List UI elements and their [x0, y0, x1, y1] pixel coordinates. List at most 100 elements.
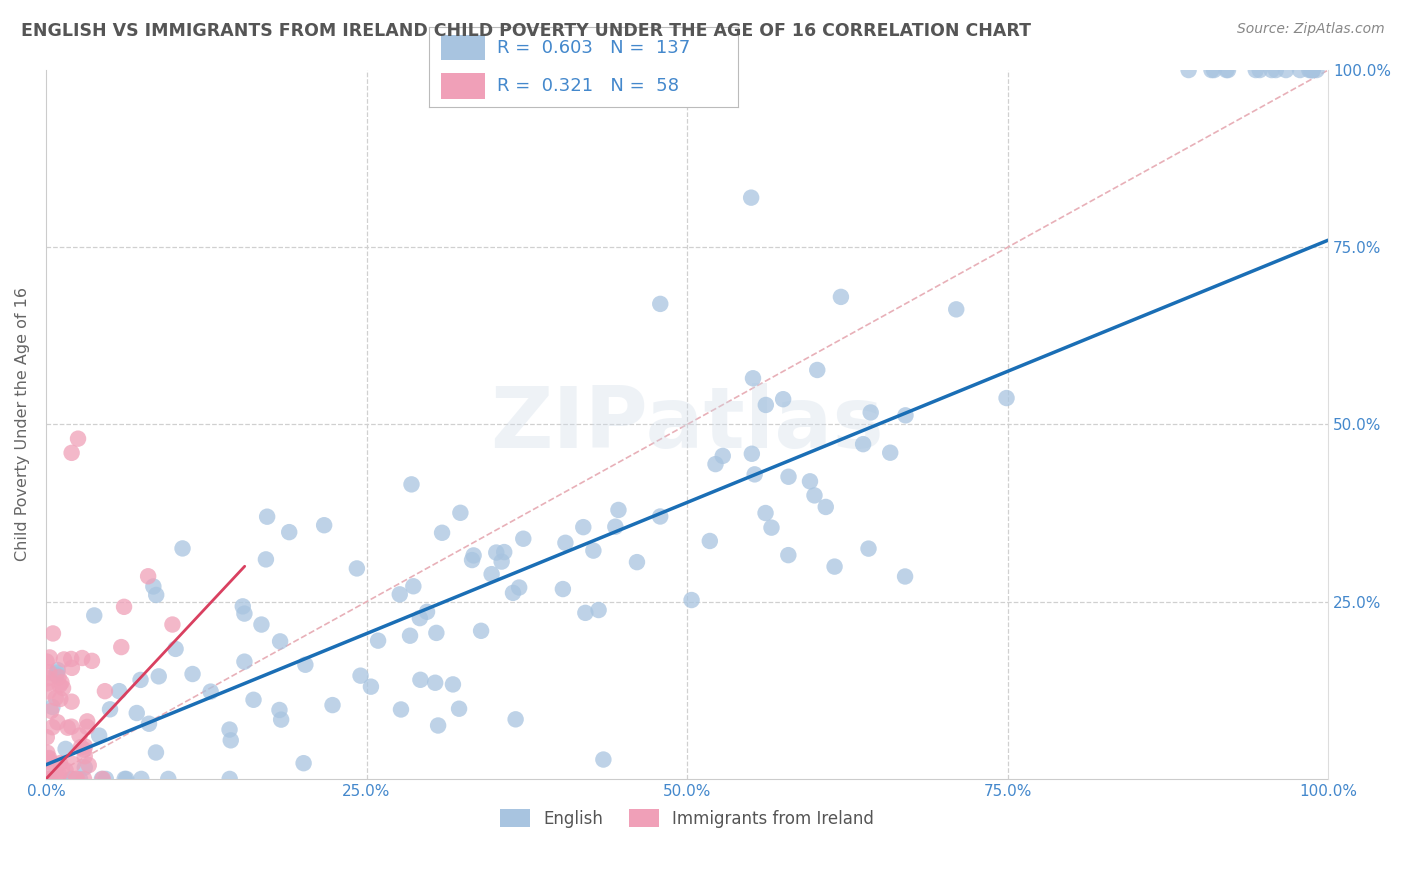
- Point: [172, 541, 194, 556]
- Point: [42, 626, 65, 640]
- Text: Source: ZipAtlas.com: Source: ZipAtlas.com: [1237, 22, 1385, 37]
- Point: [56, 721, 79, 735]
- Point: [754, 506, 776, 520]
- Text: ZIPatlas: ZIPatlas: [491, 383, 884, 466]
- Point: [894, 569, 917, 583]
- Point: [129, 673, 152, 687]
- Point: [416, 605, 439, 619]
- Point: [38, 772, 60, 786]
- Point: [37, 751, 59, 765]
- Point: [45, 690, 67, 705]
- Point: [1249, 63, 1271, 78]
- Point: [98, 702, 121, 716]
- Point: [60, 652, 83, 666]
- Point: [162, 617, 184, 632]
- Point: [145, 588, 167, 602]
- Point: [181, 667, 204, 681]
- Point: [824, 559, 846, 574]
- Point: [46, 771, 69, 785]
- Point: [35, 730, 58, 744]
- Point: [1302, 63, 1324, 78]
- Point: [402, 579, 425, 593]
- Point: [349, 668, 371, 682]
- Point: [80, 654, 103, 668]
- Point: [699, 533, 721, 548]
- Point: [852, 437, 875, 451]
- Point: [52, 652, 75, 666]
- Point: [1289, 63, 1312, 78]
- Point: [48, 670, 70, 684]
- Point: [35, 655, 58, 669]
- Point: [554, 536, 576, 550]
- Point: [551, 582, 574, 596]
- Point: [704, 457, 727, 471]
- Point: [270, 713, 292, 727]
- Text: R =  0.321   N =  58: R = 0.321 N = 58: [496, 78, 679, 95]
- Point: [165, 641, 187, 656]
- Point: [38, 772, 60, 786]
- Point: [470, 624, 492, 638]
- Point: [409, 673, 432, 687]
- Point: [37, 671, 59, 685]
- Point: [321, 698, 343, 712]
- Point: [39, 755, 62, 769]
- Point: [741, 447, 763, 461]
- Point: [60, 446, 83, 460]
- Point: [250, 617, 273, 632]
- Point: [425, 626, 447, 640]
- Point: [588, 603, 610, 617]
- Point: [508, 581, 530, 595]
- Point: [399, 629, 422, 643]
- Point: [858, 541, 880, 556]
- Point: [314, 518, 336, 533]
- Point: [76, 714, 98, 729]
- Point: [70, 740, 93, 755]
- Point: [755, 398, 778, 412]
- Point: [772, 392, 794, 407]
- Point: [115, 772, 138, 786]
- Point: [73, 742, 96, 756]
- Point: [112, 599, 135, 614]
- Point: [66, 772, 89, 786]
- Point: [90, 772, 112, 786]
- Point: [626, 555, 648, 569]
- Point: [592, 752, 614, 766]
- Point: [859, 405, 882, 419]
- Point: [73, 772, 96, 786]
- Point: [761, 521, 783, 535]
- Point: [37, 684, 59, 698]
- Point: [607, 503, 630, 517]
- Point: [242, 693, 264, 707]
- Point: [60, 695, 83, 709]
- Point: [51, 762, 73, 776]
- Point: [37, 746, 59, 760]
- Point: [494, 545, 516, 559]
- Point: [38, 650, 60, 665]
- Point: [37, 772, 59, 786]
- Point: [711, 449, 734, 463]
- Point: [278, 525, 301, 540]
- Point: [108, 684, 131, 698]
- Point: [46, 715, 69, 730]
- Point: [131, 772, 153, 786]
- Point: [37, 676, 59, 690]
- Point: [269, 634, 291, 648]
- Point: [1202, 63, 1225, 78]
- Point: [409, 611, 432, 625]
- Point: [51, 675, 73, 690]
- Point: [60, 772, 83, 786]
- Point: [145, 746, 167, 760]
- Y-axis label: Child Poverty Under the Age of 16: Child Poverty Under the Age of 16: [15, 287, 30, 561]
- Point: [502, 586, 524, 600]
- Text: R =  0.603   N =  137: R = 0.603 N = 137: [496, 38, 690, 56]
- Point: [48, 767, 70, 781]
- Point: [449, 702, 471, 716]
- Point: [681, 593, 703, 607]
- Point: [256, 509, 278, 524]
- Point: [38, 751, 60, 765]
- Bar: [441, 73, 485, 99]
- Point: [66, 432, 89, 446]
- Point: [73, 760, 96, 774]
- Point: [605, 519, 627, 533]
- Point: [48, 678, 70, 692]
